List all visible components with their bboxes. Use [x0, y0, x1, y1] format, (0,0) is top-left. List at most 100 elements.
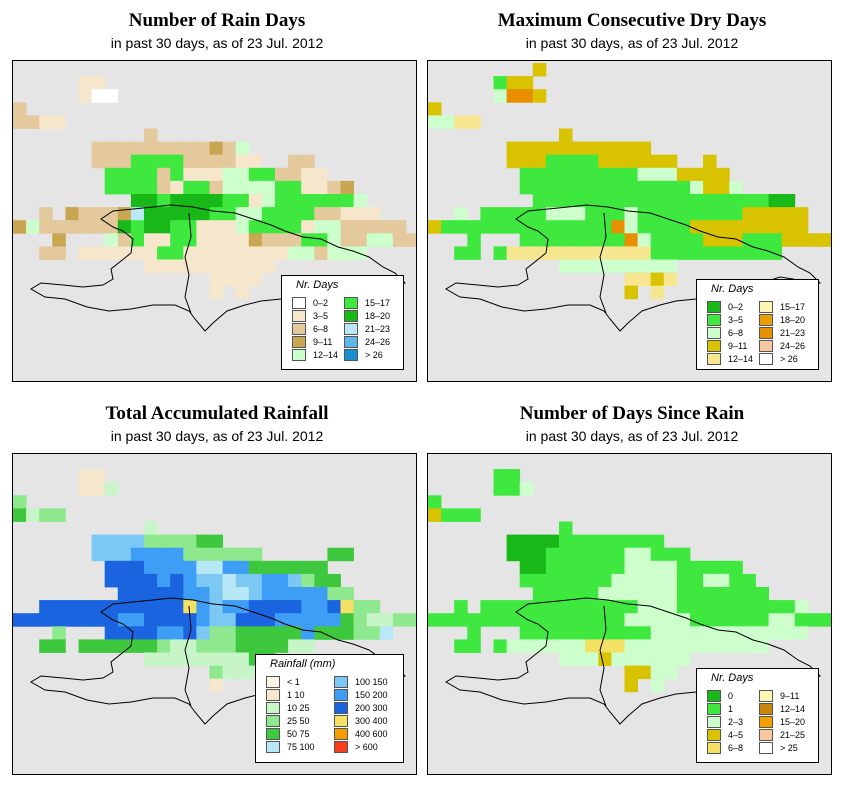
grid-cell	[157, 154, 171, 169]
grid-cell	[585, 167, 599, 182]
grid-cell	[729, 560, 743, 575]
grid-cell	[559, 613, 573, 627]
grid-cell	[144, 600, 158, 614]
grid-cell	[183, 600, 197, 614]
grid-cell	[755, 587, 769, 601]
grid-cell	[532, 154, 547, 169]
grid-cell	[406, 233, 416, 247]
grid-cell	[91, 613, 106, 627]
grid-cell	[690, 194, 704, 208]
grid-cell	[288, 639, 302, 653]
grid-cell	[157, 246, 171, 260]
grid-cell	[209, 167, 223, 182]
grid-cell	[288, 220, 302, 234]
grid-cell	[519, 154, 534, 169]
grid-cell	[428, 508, 442, 522]
grid-cell	[585, 547, 599, 562]
grid-cell	[196, 154, 210, 169]
grid-cell	[690, 626, 704, 640]
legend-swatch	[707, 742, 721, 754]
grid-cell	[91, 89, 106, 103]
map-area: Nr. Days 0–2 3–5 6–8 9–11 12–14 15–17 18–20 21–…	[427, 60, 832, 382]
legend-label: 10 25	[287, 703, 310, 713]
legend-label: 75 100	[287, 742, 315, 752]
grid-cell	[104, 167, 119, 182]
grid-cell	[716, 573, 730, 588]
grid-cell	[559, 534, 573, 549]
grid-cell	[353, 194, 368, 208]
grid-cell	[144, 547, 158, 562]
grid-cell	[768, 233, 783, 247]
country-border	[599, 605, 607, 707]
grid-cell	[91, 534, 106, 549]
grid-cell	[545, 141, 560, 156]
grid-cell	[52, 639, 66, 653]
grid-cell	[52, 246, 66, 260]
grid-cell	[467, 626, 481, 640]
island-outline	[30, 204, 407, 332]
grid-cell	[209, 259, 223, 273]
grid-cell	[353, 207, 368, 221]
grid-cell	[650, 246, 665, 260]
grid-cell	[144, 141, 158, 156]
legend-label: 100 150	[355, 677, 388, 687]
legend-swatch	[334, 676, 348, 688]
grid-cell	[248, 560, 263, 575]
grid-cell	[624, 626, 638, 640]
grid-cell	[637, 560, 652, 575]
grid-cell	[301, 587, 315, 601]
grid-cell	[572, 600, 586, 614]
legend-swatch	[292, 336, 306, 348]
grid-cell	[519, 534, 534, 549]
legend-label: 24–26	[365, 337, 391, 347]
grid-cell	[235, 141, 250, 156]
grid-cell	[327, 180, 341, 195]
grid-cell	[611, 600, 625, 614]
grid-cell	[288, 587, 302, 601]
legend: Nr. Days 0–2 3–5 6–8 9–11 12–14 15–17 18–20 21–…	[281, 275, 404, 370]
grid-cell	[275, 587, 289, 601]
grid-cell	[585, 141, 599, 156]
grid-cell	[117, 547, 132, 562]
grid-cell	[676, 600, 691, 614]
grid-cell	[637, 639, 652, 653]
grid-cell	[340, 613, 354, 627]
grid-cell	[703, 154, 717, 169]
grid-cell	[716, 207, 730, 221]
grid-cell	[454, 600, 468, 614]
grid-cell	[235, 194, 250, 208]
grid-cell	[755, 626, 769, 640]
grid-cell	[91, 141, 106, 156]
grid-cell	[650, 587, 665, 601]
grid-cell	[467, 220, 481, 234]
grid-cell	[755, 639, 769, 653]
grid-cell	[117, 180, 132, 195]
grid-cell	[611, 220, 625, 234]
grid-cell	[209, 233, 223, 247]
grid-cell	[650, 678, 665, 693]
grid-cell	[117, 560, 132, 575]
grid-cell	[353, 626, 368, 640]
legend-label: 150 200	[355, 690, 388, 700]
grid-cell	[196, 207, 210, 221]
grid-cell	[690, 180, 704, 195]
legend-label: 0–2	[728, 302, 744, 312]
grid-cell	[663, 194, 678, 208]
grid-cell	[637, 626, 652, 640]
legend-label: 2–3	[728, 717, 744, 727]
grid-cell	[144, 180, 158, 195]
legend-swatch	[344, 349, 358, 361]
grid-cell	[314, 560, 328, 575]
grid-cell	[716, 587, 730, 601]
grid-cell	[379, 626, 394, 640]
grid-cell	[157, 600, 171, 614]
grid-cell	[196, 613, 210, 627]
grid-cell	[755, 220, 769, 234]
grid-cell	[650, 194, 665, 208]
grid-cell	[676, 573, 691, 588]
grid-cell	[183, 573, 197, 588]
grid-cell	[532, 89, 547, 103]
grid-cell	[506, 207, 521, 221]
grid-cell	[248, 180, 263, 195]
grid-cell	[353, 613, 368, 627]
